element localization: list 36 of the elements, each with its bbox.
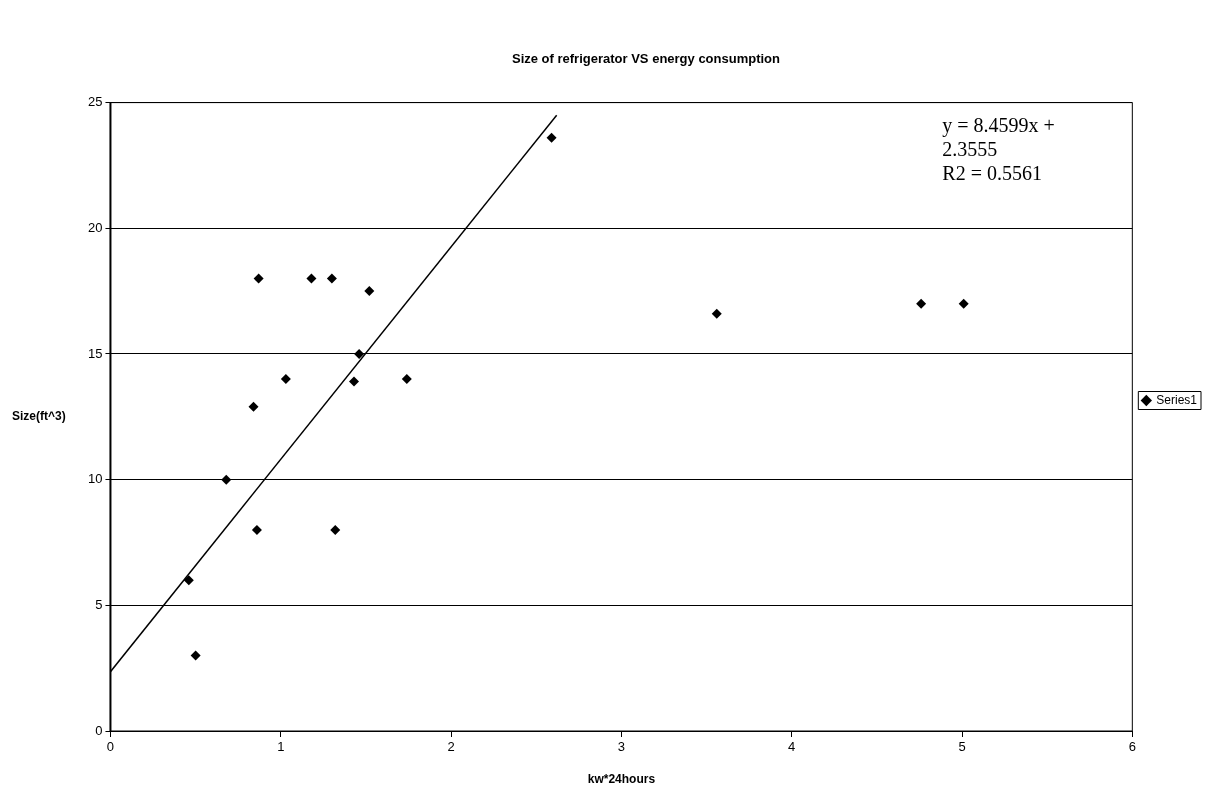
point xyxy=(248,401,259,412)
annotation: y = 8.4599x + 2.3555 R2 = 0.5561 xyxy=(942,113,1055,184)
y-tick-label: 15 xyxy=(87,345,103,361)
point xyxy=(401,374,412,385)
y-tick-label: 10 xyxy=(87,471,103,487)
x-tick-label: 3 xyxy=(617,739,625,755)
point xyxy=(364,286,375,297)
point xyxy=(221,474,232,485)
y-tick-label: 0 xyxy=(95,722,103,738)
point xyxy=(251,524,262,535)
point xyxy=(330,524,341,535)
point xyxy=(546,132,557,143)
y-tick-label: 25 xyxy=(87,94,103,110)
point xyxy=(253,273,264,284)
legend-label: Series1 xyxy=(1156,392,1198,407)
point xyxy=(711,308,722,319)
point xyxy=(183,575,194,586)
y-tick-label: 20 xyxy=(87,219,103,235)
x-tick-label: 4 xyxy=(788,739,796,755)
point xyxy=(916,298,927,309)
chart-title: Size of refrigerator VS energy consumption xyxy=(512,51,781,67)
point xyxy=(349,376,359,387)
y-axis-title: Size(ft^3) xyxy=(12,409,66,424)
x-tick-label: 2 xyxy=(447,739,455,755)
x-tick-label: 0 xyxy=(106,739,115,755)
point xyxy=(354,348,365,359)
x-tick-label: 5 xyxy=(958,739,966,755)
point xyxy=(190,650,201,661)
x-axis-title: kw*24hours xyxy=(587,772,656,787)
point xyxy=(306,273,317,284)
x-tick-label: 6 xyxy=(1128,739,1136,755)
point xyxy=(280,374,291,385)
point xyxy=(326,273,337,284)
y-tick-label: 5 xyxy=(95,596,103,612)
point xyxy=(958,298,969,309)
x-tick-label: 1 xyxy=(277,739,285,755)
